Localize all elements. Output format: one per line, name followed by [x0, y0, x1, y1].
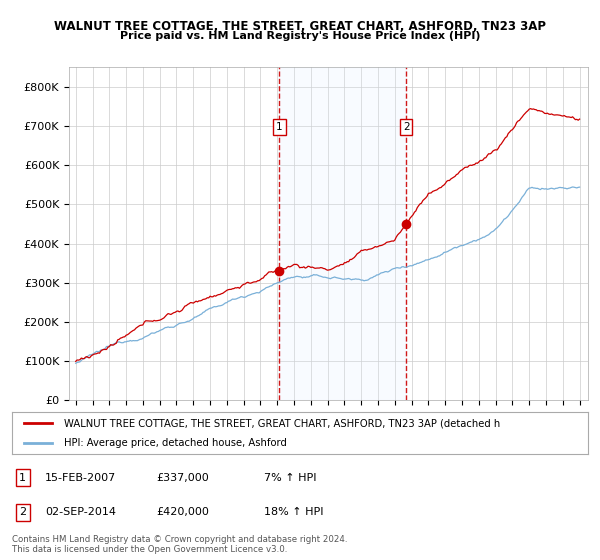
Text: 18% ↑ HPI: 18% ↑ HPI: [264, 507, 323, 517]
Text: 1: 1: [19, 473, 26, 483]
Text: WALNUT TREE COTTAGE, THE STREET, GREAT CHART, ASHFORD, TN23 3AP: WALNUT TREE COTTAGE, THE STREET, GREAT C…: [54, 20, 546, 32]
Text: This data is licensed under the Open Government Licence v3.0.: This data is licensed under the Open Gov…: [12, 545, 287, 554]
Text: Price paid vs. HM Land Registry's House Price Index (HPI): Price paid vs. HM Land Registry's House …: [120, 31, 480, 41]
Text: 7% ↑ HPI: 7% ↑ HPI: [264, 473, 317, 483]
Bar: [279, 67, 406, 400]
Text: 2: 2: [403, 122, 409, 132]
Text: HPI: Average price, detached house, Ashford: HPI: Average price, detached house, Ashf…: [64, 438, 287, 448]
Text: 2: 2: [19, 507, 26, 517]
Text: £337,000: £337,000: [156, 473, 209, 483]
Text: 02-SEP-2014: 02-SEP-2014: [45, 507, 116, 517]
Text: WALNUT TREE COTTAGE, THE STREET, GREAT CHART, ASHFORD, TN23 3AP (detached h: WALNUT TREE COTTAGE, THE STREET, GREAT C…: [64, 418, 500, 428]
Text: 15-FEB-2007: 15-FEB-2007: [45, 473, 116, 483]
Text: 1: 1: [276, 122, 283, 132]
Text: £420,000: £420,000: [156, 507, 209, 517]
Text: Contains HM Land Registry data © Crown copyright and database right 2024.: Contains HM Land Registry data © Crown c…: [12, 535, 347, 544]
